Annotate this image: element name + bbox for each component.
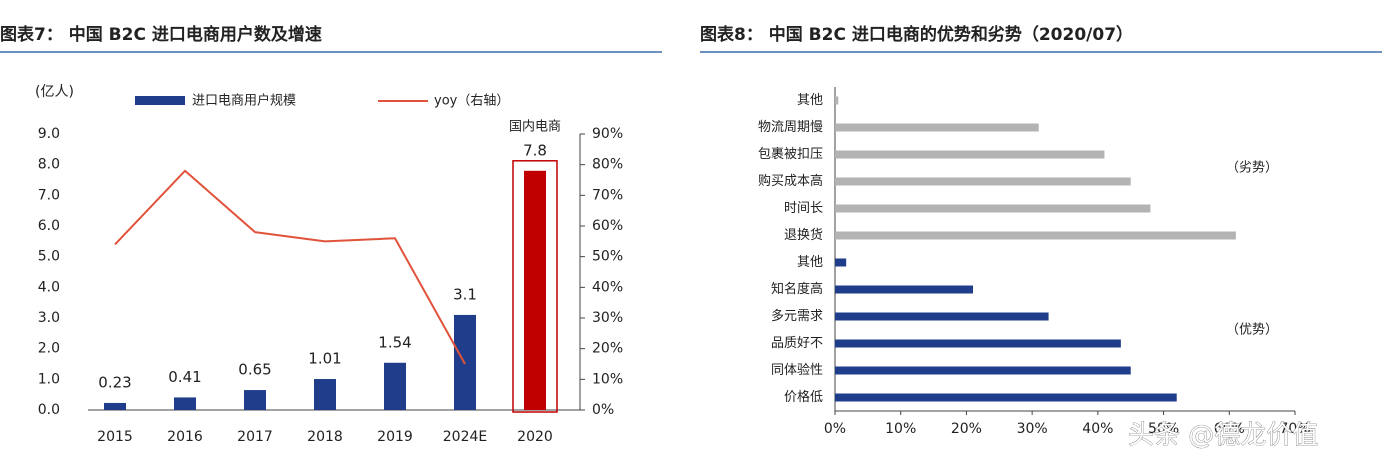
y-tick-label: 3.0	[38, 310, 60, 326]
bar	[314, 379, 336, 410]
x-tick-label: 40%	[1082, 421, 1113, 437]
data-label: 0.41	[168, 368, 201, 386]
y-tick-label: 5.0	[38, 249, 60, 265]
y2-tick-label: 70%	[592, 187, 623, 203]
data-label: 3.1	[453, 285, 477, 303]
y-tick-label: 退换货	[784, 227, 823, 243]
x-tick-label: 0%	[824, 421, 846, 437]
bar	[835, 258, 847, 267]
chart-title: 图表7： 中国 B2C 进口电商用户数及增速	[0, 24, 322, 45]
y-tick-label: 多元需求	[771, 308, 823, 324]
y2-tick-label: 20%	[592, 341, 623, 357]
y2-tick-label: 60%	[592, 218, 623, 234]
bar	[104, 402, 126, 410]
legend-label: yoy（右轴）	[434, 94, 509, 109]
bar	[524, 170, 546, 410]
x-tick-label: 2015	[97, 429, 133, 445]
bar	[835, 150, 1105, 159]
y-tick-label: 价格低	[784, 389, 823, 405]
x-tick-label: 60%	[1214, 421, 1245, 437]
y-tick-label: 知名度高	[771, 281, 823, 297]
y-tick-label: 4.0	[38, 279, 60, 295]
data-label: 0.23	[98, 373, 131, 391]
y2-tick-label: 50%	[592, 249, 623, 265]
bar	[174, 397, 196, 410]
x-tick-label: 2016	[167, 429, 203, 445]
data-label: 1.01	[308, 350, 341, 368]
y2-tick-label: 90%	[592, 126, 623, 142]
x-tick-label: 2020	[517, 429, 553, 445]
line	[114, 169, 466, 365]
x-tick-label: 10%	[885, 421, 916, 437]
bar	[835, 177, 1131, 186]
bar	[835, 285, 973, 294]
bar	[835, 366, 1131, 375]
legend-label: 进口电商用户规模	[192, 93, 296, 109]
y-tick-label: 2.0	[38, 341, 60, 357]
y-tick-label: 其他	[797, 255, 823, 270]
y-tick-label: 包裹被扣压	[758, 147, 823, 162]
y2-tick-label: 40%	[592, 279, 623, 295]
y-tick-label: 同体验性	[771, 362, 823, 378]
annotation: （优势）	[1226, 322, 1278, 338]
y-tick-label: 0.0	[38, 402, 60, 418]
data-label: 1.54	[378, 333, 411, 351]
x-tick-label: 50%	[1148, 421, 1179, 437]
y-tick-label: 8.0	[38, 157, 60, 173]
data-label: 0.65	[238, 361, 271, 379]
bar	[835, 393, 1177, 402]
y-tick-label: 购买成本高	[758, 173, 823, 189]
annotation: （劣势）	[1226, 160, 1278, 176]
bar	[244, 390, 266, 410]
data-label: 7.8	[523, 141, 547, 159]
y-tick-label: 时间长	[784, 201, 823, 216]
y-tick-label: 6.0	[38, 218, 60, 234]
y2-tick-label: 30%	[592, 310, 623, 326]
bar	[835, 231, 1236, 240]
y-tick-label: 品质好不	[771, 336, 823, 351]
bar	[835, 312, 1049, 321]
x-tick-label: 30%	[1017, 421, 1048, 437]
x-tick-label: 2018	[307, 429, 343, 445]
watermark: 头条 @德龙价值	[1128, 421, 1318, 451]
y-tick-label: 其他	[797, 93, 823, 108]
x-tick-label: 2017	[237, 429, 273, 445]
chart-title: 图表8： 中国 B2C 进口电商的优势和劣势（2020/07）	[700, 24, 1133, 45]
x-tick-label: 2019	[377, 429, 413, 445]
y2-tick-label: 10%	[592, 371, 623, 387]
y2-tick-label: 0%	[592, 402, 614, 418]
y2-tick-label: 80%	[592, 157, 623, 173]
bar	[835, 339, 1121, 348]
x-tick-label: 20%	[951, 421, 982, 437]
y-tick-label: 物流周期慢	[758, 119, 823, 135]
x-tick-label: 2024E	[443, 429, 487, 445]
y-tick-label: 7.0	[38, 187, 60, 203]
bar	[835, 123, 1039, 132]
x-tick-label: 70%	[1279, 421, 1310, 437]
bar	[384, 362, 406, 410]
y-tick-label: 9.0	[38, 126, 60, 142]
y-axis-label: (亿人)	[35, 84, 74, 100]
annotation: 国内电商	[509, 118, 561, 134]
legend-swatch	[135, 96, 185, 105]
bar	[835, 96, 839, 105]
highlight-box	[512, 160, 558, 413]
y-tick-label: 1.0	[38, 371, 60, 387]
bar	[835, 204, 1151, 213]
